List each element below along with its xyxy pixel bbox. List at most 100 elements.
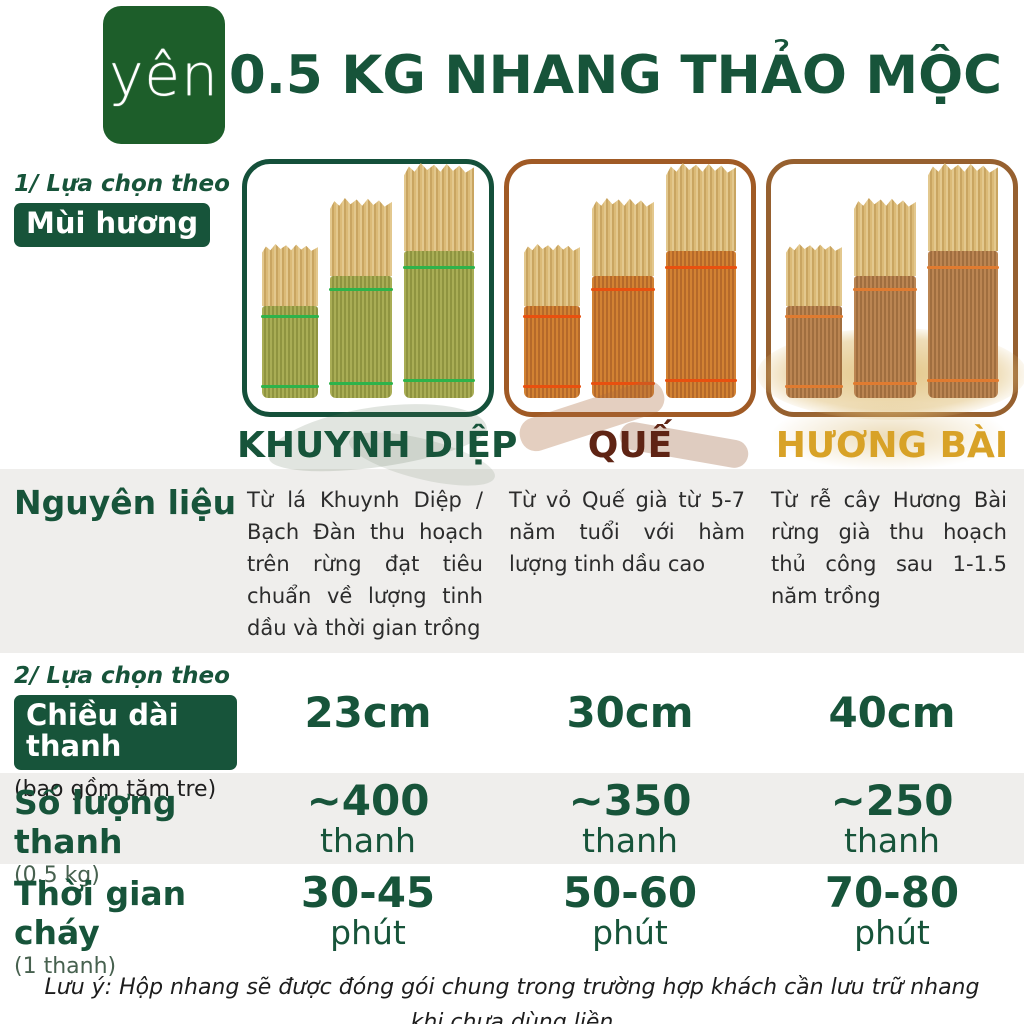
quantity-note: (0.5 kg) bbox=[14, 862, 100, 888]
footer-note: Lưu ý: Hộp nhang sẽ được đóng gói chung … bbox=[44, 974, 980, 1024]
material-cell-khuynh-diep: Từ lá Khuynh Diệp / Bạch Đàn thu hoạch t… bbox=[237, 469, 499, 645]
length-cell-que: 30cm bbox=[499, 653, 761, 773]
burn-value: 70-80 bbox=[824, 868, 960, 918]
length-section-prefix: 2/ Lựa chọn theo bbox=[14, 662, 230, 689]
incense-bundle-small bbox=[260, 244, 320, 398]
incense-bundle-small bbox=[522, 244, 582, 398]
header: yên 0.5 KG NHANG THẢO MỘC bbox=[0, 0, 1024, 155]
tie-band bbox=[852, 288, 918, 292]
tie-band bbox=[590, 381, 656, 385]
burn-cell-khuynh-diep: 30-45 phút bbox=[237, 864, 499, 958]
tie-band bbox=[852, 381, 918, 385]
tie-band bbox=[402, 265, 476, 269]
tie-band bbox=[784, 384, 844, 388]
length-section-badge: Chiều dài thanh bbox=[14, 694, 237, 771]
bamboo-sticks bbox=[854, 198, 916, 276]
quantity-label: Số lượng thanh bbox=[14, 782, 177, 861]
material-cell-que: Từ vỏ Quế già từ 5-7 năm tuổi với hàm lư… bbox=[499, 469, 761, 645]
incense-body bbox=[328, 276, 394, 398]
tie-band bbox=[664, 265, 738, 269]
burn-time-row: Thời gian cháy (1 thanh) 30-45 phút 50-6… bbox=[0, 864, 1024, 979]
brand-logo: yên bbox=[103, 6, 225, 144]
incense-body bbox=[664, 251, 738, 398]
material-text: Từ rễ cây Hương Bài rừng già thu hoạch t… bbox=[771, 488, 1007, 608]
quantity-unit: thanh bbox=[844, 820, 940, 860]
incense-bundle-medium bbox=[852, 198, 918, 398]
bamboo-sticks bbox=[786, 244, 842, 306]
tie-band bbox=[664, 378, 738, 382]
length-cell-khuynh-diep: 23cm bbox=[237, 653, 499, 773]
incense-bundle-medium bbox=[328, 198, 394, 398]
product-column-khuynh-diep bbox=[237, 155, 499, 421]
product-name-huong-bai: HƯƠNG BÀI bbox=[775, 424, 1009, 466]
incense-bundle-large bbox=[402, 163, 476, 398]
burn-unit: phút bbox=[592, 913, 668, 953]
incense-bundle-medium bbox=[590, 198, 656, 398]
tie-band bbox=[328, 381, 394, 385]
incense-body bbox=[522, 306, 582, 398]
product-names-row: KHUYNH DIỆP QUẾ HƯƠNG BÀI bbox=[0, 376, 1024, 497]
scent-section-row: 1/ Lựa chọn theo Mùi hương bbox=[0, 155, 1024, 421]
scent-section-label: 1/ Lựa chọn theo Mùi hương bbox=[0, 155, 237, 421]
bamboo-sticks bbox=[666, 163, 736, 251]
page-title: 0.5 KG NHANG THẢO MỘC bbox=[228, 44, 1003, 106]
incense-body bbox=[784, 306, 844, 398]
bamboo-sticks bbox=[524, 244, 580, 306]
burn-cell-que: 50-60 phút bbox=[499, 864, 761, 958]
name-cell-khuynh-diep: KHUYNH DIỆP bbox=[237, 391, 518, 497]
length-value: 30cm bbox=[566, 687, 694, 737]
footer: Lưu ý: Hộp nhang sẽ được đóng gói chung … bbox=[0, 958, 1024, 1024]
burn-note: (1 thanh) bbox=[14, 953, 117, 979]
material-label: Nguyên liệu bbox=[14, 483, 237, 522]
burn-label: Thời gian cháy bbox=[14, 873, 187, 952]
incense-body bbox=[590, 276, 656, 398]
product-column-que bbox=[499, 155, 761, 421]
name-cell-huong-bai: HƯƠNG BÀI bbox=[761, 400, 1023, 471]
incense-body bbox=[260, 306, 320, 398]
product-image-huong-bai bbox=[757, 159, 1024, 420]
bamboo-sticks bbox=[592, 198, 654, 276]
tie-band bbox=[522, 384, 582, 388]
quantity-cell-huong-bai: ~250 thanh bbox=[761, 773, 1023, 864]
bamboo-sticks bbox=[404, 163, 474, 251]
tie-band bbox=[402, 378, 476, 382]
incense-bundle-large bbox=[926, 163, 1000, 398]
scent-section-badge: Mùi hương bbox=[14, 203, 211, 247]
product-name-que: QUẾ bbox=[587, 424, 673, 466]
product-image-khuynh-diep bbox=[242, 159, 494, 417]
incense-bundle-small bbox=[784, 244, 844, 398]
material-row: Nguyên liệu Từ lá Khuynh Diệp / Bạch Đàn… bbox=[0, 469, 1024, 653]
brand-logo-text: yên bbox=[109, 41, 219, 109]
tie-band bbox=[328, 288, 394, 292]
burn-row-header: Thời gian cháy (1 thanh) bbox=[0, 864, 237, 979]
burn-unit: phút bbox=[330, 913, 406, 953]
material-text: Từ lá Khuynh Diệp / Bạch Đàn thu hoạch t… bbox=[247, 488, 483, 640]
incense-bundle-large bbox=[664, 163, 738, 398]
incense-body bbox=[402, 251, 476, 398]
quantity-value: ~400 bbox=[306, 775, 430, 825]
product-name-khuynh-diep: KHUYNH DIỆP bbox=[237, 424, 518, 466]
incense-body bbox=[852, 276, 918, 398]
tie-band bbox=[926, 378, 1000, 382]
tie-band bbox=[522, 315, 582, 319]
quantity-cell-que: ~350 thanh bbox=[499, 773, 761, 864]
quantity-row-header: Số lượng thanh (0.5 kg) bbox=[0, 773, 237, 888]
bamboo-sticks bbox=[330, 198, 392, 276]
tie-band bbox=[260, 315, 320, 319]
material-row-header: Nguyên liệu bbox=[0, 469, 237, 645]
length-value: 23cm bbox=[304, 687, 432, 737]
length-row-header: 2/ Lựa chọn theo Chiều dài thanh (bao gồ… bbox=[0, 653, 237, 802]
burn-unit: phút bbox=[854, 913, 930, 953]
tie-band bbox=[260, 384, 320, 388]
bamboo-sticks bbox=[928, 163, 998, 251]
material-cell-huong-bai: Từ rễ cây Hương Bài rừng già thu hoạch t… bbox=[761, 469, 1023, 645]
scent-section-prefix: 1/ Lựa chọn theo bbox=[14, 171, 230, 197]
bamboo-sticks bbox=[262, 244, 318, 306]
tie-band bbox=[784, 315, 844, 319]
name-cell-que: QUẾ bbox=[499, 376, 761, 470]
length-cell-huong-bai: 40cm bbox=[761, 653, 1023, 773]
tie-band bbox=[590, 288, 656, 292]
quantity-value: ~250 bbox=[830, 775, 954, 825]
burn-value: 30-45 bbox=[300, 868, 436, 918]
